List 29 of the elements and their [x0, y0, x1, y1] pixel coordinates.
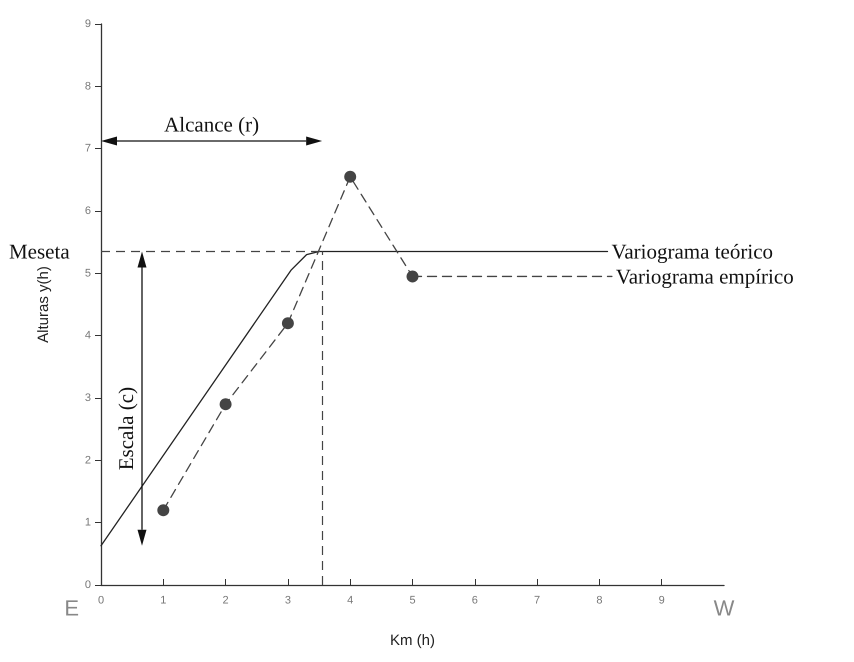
x-tick-label: 6: [472, 594, 478, 606]
y-tick-label: 9: [84, 18, 91, 30]
text: W: [714, 596, 735, 620]
y-tick-label: 8: [84, 80, 91, 92]
series-label: Variograma teórico: [612, 240, 774, 264]
x-tick-label: 8: [596, 594, 602, 606]
ref-line-label: Meseta: [9, 240, 70, 264]
x-tick-label: 2: [222, 594, 229, 606]
annotation: Alcance (r): [164, 112, 260, 136]
x-tick-label: 4: [347, 594, 354, 606]
series-label: Variograma empírico: [616, 264, 794, 288]
y-axis-title: Alturas y(h): [35, 266, 52, 343]
y-tick-label: 7: [84, 142, 91, 155]
y-tick-label: 3: [84, 392, 91, 404]
text: E: [64, 596, 79, 620]
x-tick-label: 7: [534, 594, 540, 606]
y-tick-label: 4: [84, 330, 91, 342]
annotation: Escala (c): [114, 386, 138, 470]
x-tick-label: 0: [98, 594, 104, 606]
x-tick-label: 1: [160, 594, 166, 606]
y-tick-label: 6: [84, 205, 91, 217]
x-tick-label: 5: [409, 594, 416, 606]
y-tick-label: 1: [84, 516, 91, 529]
y-tick-label: 5: [84, 267, 91, 280]
y-tick-label: 0: [84, 579, 91, 591]
y-tick-label: 2: [84, 454, 91, 466]
x-axis-title: Km (h): [390, 632, 436, 649]
x-tick-label: 3: [284, 594, 291, 606]
x-tick-label: 9: [658, 594, 665, 606]
